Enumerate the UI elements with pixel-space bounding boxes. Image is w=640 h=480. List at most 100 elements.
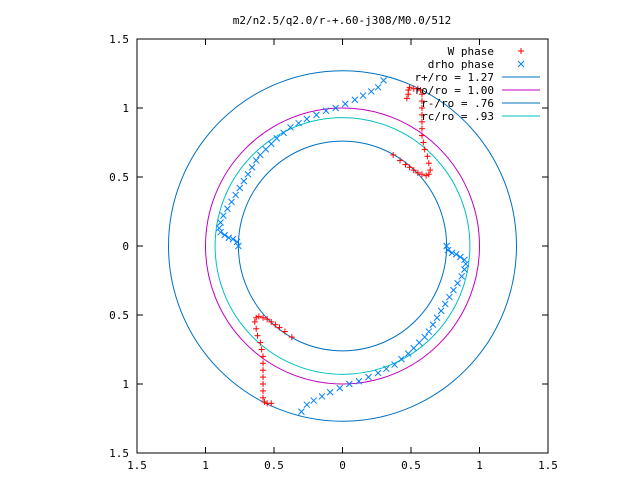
point-s0-31	[272, 321, 279, 328]
point-s0-20	[418, 91, 425, 98]
point-s1-43	[224, 205, 231, 213]
point-s0-28	[288, 334, 295, 341]
point-s1-39	[217, 228, 224, 236]
point-s1-55	[280, 129, 287, 137]
point-s0-42	[260, 353, 267, 360]
point-s1-1	[444, 246, 452, 254]
point-s0-30	[276, 324, 283, 331]
point-s0-39	[254, 332, 261, 339]
point-s1-58	[303, 115, 311, 123]
point-s1-65	[367, 88, 375, 95]
point-s1-57	[295, 119, 303, 127]
point-s1-66	[374, 83, 382, 91]
point-s1-37	[225, 234, 233, 242]
point-s1-15	[429, 321, 437, 329]
point-s0-35	[255, 313, 262, 320]
point-s1-0	[443, 242, 450, 250]
point-s1-32	[303, 401, 311, 409]
point-s1-22	[391, 361, 398, 369]
legend-label-5: rc/ro = .93	[421, 110, 494, 123]
point-s1-5	[461, 256, 468, 264]
legend-label-1: drho phase	[428, 58, 494, 71]
point-s0-0	[390, 151, 397, 158]
point-s1-49	[248, 163, 256, 171]
x-tick-label-1: 1	[202, 459, 209, 472]
y-tick-label-4: 0.5	[109, 171, 129, 184]
point-s0-6	[418, 171, 425, 178]
point-s1-11	[446, 293, 453, 301]
point-s0-4	[410, 167, 417, 174]
point-s0-9	[427, 167, 434, 174]
x-axis: 1.5 1 0.5 0 0.5 1 1.5	[127, 39, 558, 472]
point-s1-46	[236, 184, 244, 192]
point-s0-18	[418, 105, 425, 111]
point-s1-30	[318, 393, 326, 400]
point-s0-23	[410, 85, 417, 92]
point-s0-21	[417, 87, 424, 94]
point-s0-16	[418, 118, 425, 125]
point-s1-23	[382, 365, 390, 373]
y-tick-label-1: 1	[122, 378, 129, 391]
point-s1-10	[450, 286, 457, 294]
point-s0-43	[260, 360, 267, 367]
point-s1-18	[415, 339, 423, 346]
point-s1-56	[287, 123, 294, 131]
point-s0-5	[414, 169, 421, 176]
point-s0-45	[260, 374, 267, 381]
legend-label-2: r+/ro = 1.27	[415, 71, 494, 84]
point-s0-51	[268, 400, 275, 407]
point-s1-42	[219, 212, 227, 219]
point-s1-20	[404, 350, 412, 357]
point-s0-8	[425, 171, 432, 178]
points-layer	[215, 77, 470, 415]
point-s1-44	[228, 198, 235, 206]
point-s1-6	[462, 260, 470, 268]
chart-title: m2/n2.5/q2.0/r-+.60-j308/M0.0/512	[233, 14, 452, 27]
point-s1-31	[310, 397, 318, 404]
point-s1-9	[454, 279, 461, 287]
point-s0-37	[251, 318, 258, 325]
point-s1-2	[448, 249, 456, 257]
point-s1-63	[351, 96, 359, 104]
point-s1-62	[341, 100, 349, 108]
point-s1-4	[456, 253, 464, 261]
point-s1-50	[252, 157, 260, 164]
point-s0-3	[406, 164, 413, 171]
point-s0-38	[253, 325, 260, 332]
point-s1-14	[433, 314, 441, 322]
legend-label-0: W phase	[448, 45, 494, 58]
point-s0-10	[425, 160, 432, 167]
point-s1-45	[232, 191, 239, 199]
point-s1-8	[458, 273, 466, 280]
point-s0-47	[260, 387, 267, 394]
point-s1-52	[262, 146, 270, 153]
circles-layer	[168, 70, 517, 422]
point-s0-26	[405, 91, 412, 98]
point-s1-7	[461, 266, 468, 273]
x-tick-label-2: 0.5	[264, 459, 284, 472]
point-s0-44	[260, 367, 267, 374]
y-tick-label-6: 1.5	[109, 33, 129, 46]
point-s0-24	[406, 84, 413, 91]
circle-1	[205, 107, 480, 385]
point-s1-59	[313, 111, 320, 119]
point-s0-49	[261, 398, 268, 405]
point-s1-21	[398, 355, 405, 363]
point-s0-11	[424, 153, 431, 160]
point-s1-33	[298, 408, 305, 415]
point-s1-17	[421, 333, 429, 341]
point-s1-48	[244, 170, 252, 178]
x-tick-label-3: 0	[339, 459, 346, 472]
point-s0-33	[264, 316, 271, 323]
point-s1-51	[256, 151, 264, 159]
y-tick-label-3: 0	[122, 240, 129, 253]
point-s1-40	[215, 224, 223, 232]
legend-label-3: ro/ro = 1.00	[415, 84, 494, 97]
x-tick-label-0: 1.5	[127, 459, 147, 472]
point-s1-67	[380, 77, 387, 84]
point-s1-36	[229, 235, 237, 243]
x-tick-label-5: 1	[476, 459, 483, 472]
point-s0-32	[268, 318, 275, 325]
point-s0-34	[260, 314, 267, 321]
